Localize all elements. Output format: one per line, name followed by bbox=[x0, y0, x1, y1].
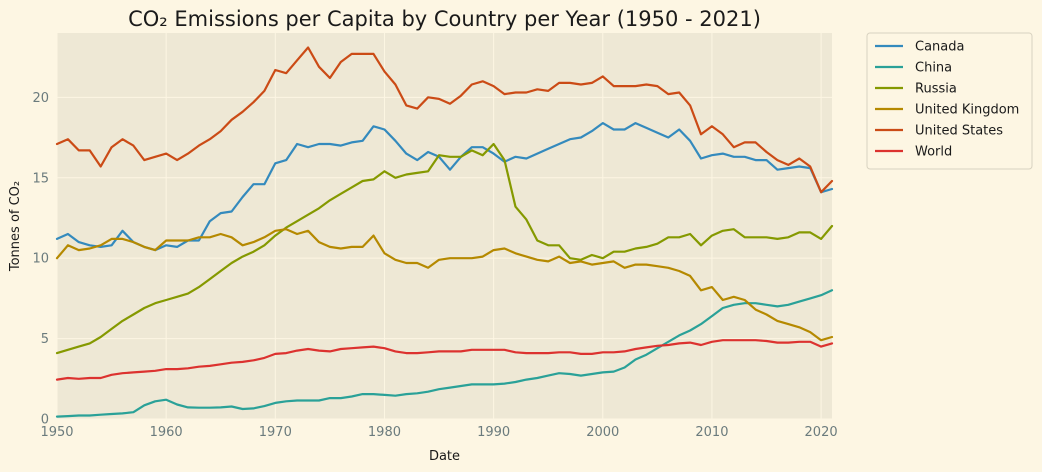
x-tick-label: 2000 bbox=[586, 425, 619, 440]
series-line-world bbox=[55, 339, 834, 381]
legend-label-united-kingdom: United Kingdom bbox=[915, 103, 1019, 118]
legend-label-world: World bbox=[915, 145, 952, 160]
grid bbox=[56, 33, 832, 420]
series-line-russia bbox=[55, 142, 834, 355]
y-tick-label: 10 bbox=[32, 252, 49, 267]
legend-frame bbox=[866, 32, 1033, 170]
x-tick-label: 1960 bbox=[150, 425, 183, 440]
y-tick-label: 15 bbox=[32, 171, 49, 186]
legend-label-russia: Russia bbox=[915, 82, 957, 97]
y-tick-label: 0 bbox=[41, 413, 49, 428]
x-tick-label: 2010 bbox=[695, 425, 728, 440]
series-line-china bbox=[55, 289, 834, 418]
y-axis-label: Tonnes of CO₂ bbox=[8, 181, 23, 272]
x-tick-label: 2020 bbox=[805, 425, 838, 440]
x-tick-label: 1990 bbox=[477, 425, 510, 440]
series-line-united-states bbox=[55, 46, 834, 194]
chart-title: CO₂ Emissions per Capita by Country per … bbox=[128, 7, 761, 31]
legend-label-united-states: United States bbox=[915, 124, 1003, 139]
legend-label-canada: Canada bbox=[915, 40, 964, 55]
series-line-united-kingdom bbox=[55, 228, 834, 342]
series-lines bbox=[55, 46, 834, 418]
x-tick-label: 1970 bbox=[259, 425, 292, 440]
plot-area bbox=[57, 33, 832, 419]
x-tick-label: 1980 bbox=[368, 425, 401, 440]
y-tick-label: 20 bbox=[32, 91, 49, 106]
axis-ticks: 1950 1960 1970 1980 1990 2000 2010 2020 0 5 10 15 20 bbox=[32, 91, 837, 440]
legend: Canada China Russia United Kingdom United St… bbox=[866, 32, 1033, 170]
y-tick-label: 5 bbox=[41, 332, 49, 347]
x-axis-label: Date bbox=[429, 449, 460, 464]
legend-label-china: China bbox=[915, 61, 952, 76]
x-tick-label: 1950 bbox=[40, 425, 73, 440]
